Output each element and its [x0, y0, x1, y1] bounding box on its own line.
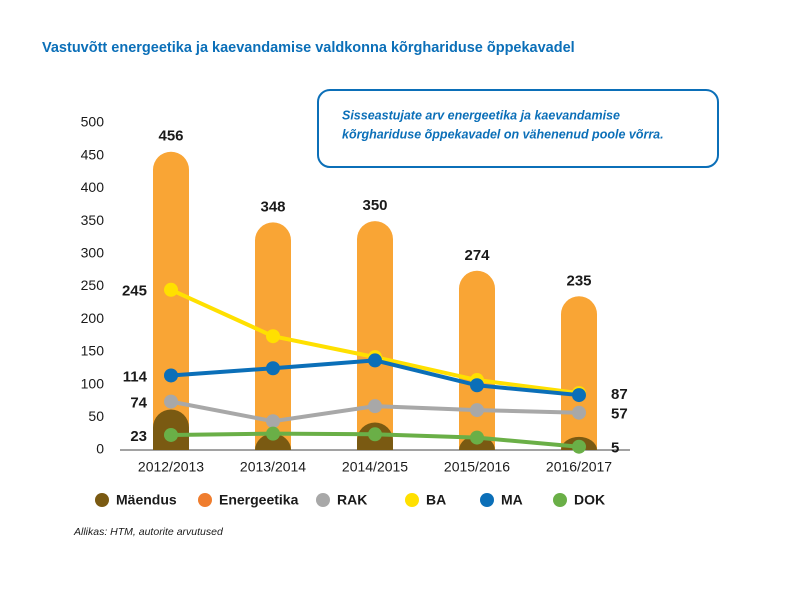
annotation: kõrghariduse õppekavadel on vähenenud po…: [342, 127, 664, 141]
value-label: 74: [130, 395, 147, 412]
point: [368, 353, 382, 368]
legend-label: DOK: [574, 492, 605, 508]
point: [266, 414, 280, 429]
value-label: 274: [464, 247, 490, 264]
legend-marker: [95, 493, 109, 507]
y-tick-label: 500: [81, 114, 105, 130]
y-tick-label: 100: [81, 375, 105, 391]
point: [470, 403, 484, 418]
legend-label: Energeetika: [219, 492, 299, 508]
y-tick-label: 300: [81, 245, 105, 261]
annotation-box: [317, 89, 719, 168]
legend-label: Mäendus: [116, 492, 177, 508]
y-tick-label: 200: [81, 310, 105, 326]
legend-label: BA: [426, 492, 446, 508]
value-label: 23: [130, 428, 147, 445]
value-label: 245: [122, 283, 147, 300]
source: Allikas: HTM, autorite arvutused: [73, 526, 224, 538]
y-tick-label: 250: [81, 277, 105, 293]
bar: [357, 221, 393, 450]
chart-title: Vastuvõtt energeetika ja kaevandamise va…: [42, 40, 575, 56]
y-tick-label: 150: [81, 343, 105, 359]
x-tick-label: 2012/2013: [138, 459, 204, 475]
value-label: 57: [611, 406, 628, 423]
point: [164, 282, 178, 297]
point: [266, 329, 280, 344]
value-label: 87: [611, 386, 628, 403]
point: [164, 394, 178, 409]
point: [470, 430, 484, 445]
x-tick-label: 2015/2016: [444, 459, 510, 475]
point: [164, 368, 178, 383]
point: [470, 378, 484, 393]
y-tick-label: 450: [81, 146, 105, 162]
value-label: 350: [362, 197, 387, 214]
y-tick-label: 0: [96, 441, 104, 457]
legend-marker: [316, 493, 330, 507]
legend-marker: [198, 493, 212, 507]
point: [368, 427, 382, 442]
point: [266, 426, 280, 441]
bar: [255, 433, 291, 450]
bar: [561, 296, 597, 450]
y-tick-label: 350: [81, 212, 105, 228]
legend-label: MA: [501, 492, 523, 508]
x-tick-label: 2016/2017: [546, 459, 612, 475]
point: [368, 399, 382, 414]
value-label: 235: [566, 272, 591, 289]
legend-marker: [480, 493, 494, 507]
value-label: 114: [123, 368, 148, 385]
legend-label: RAK: [337, 492, 367, 508]
point: [572, 439, 586, 454]
bar: [459, 270, 495, 450]
point: [572, 388, 586, 403]
value-label: 5: [611, 440, 619, 457]
value-label: 456: [158, 128, 183, 145]
x-tick-label: 2014/2015: [342, 459, 408, 475]
point: [572, 405, 586, 420]
point: [164, 427, 178, 442]
legend-marker: [405, 493, 419, 507]
y-tick-label: 50: [88, 408, 104, 424]
value-label: 348: [260, 198, 285, 215]
legend-marker: [553, 493, 567, 507]
y-tick-label: 400: [81, 179, 105, 195]
point: [266, 361, 280, 376]
annotation: Sisseastujate arv energeetika ja kaevand…: [342, 108, 620, 122]
x-tick-label: 2013/2014: [240, 459, 306, 475]
